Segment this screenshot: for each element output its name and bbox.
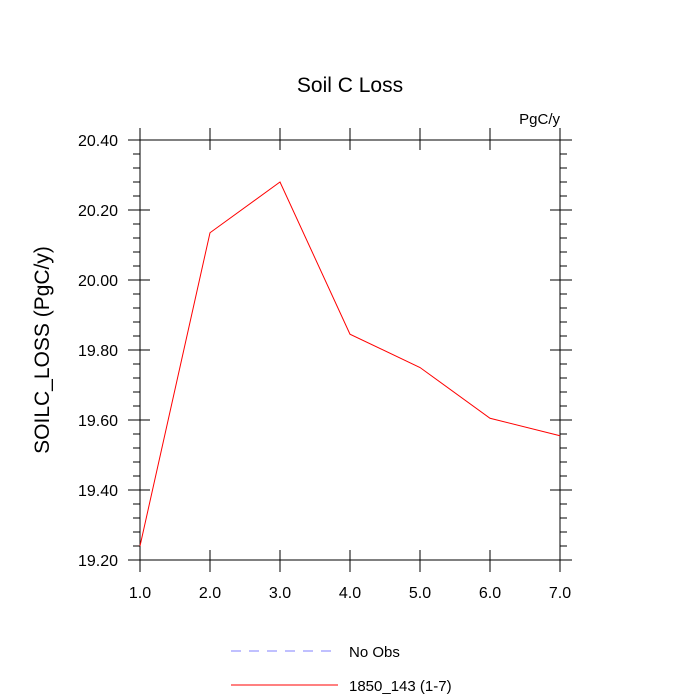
- y-tick-label: 19.60: [78, 413, 118, 430]
- chart-title: Soil C Loss: [297, 74, 403, 97]
- y-tick-label: 20.20: [78, 203, 118, 220]
- y-tick-label: 20.00: [78, 273, 118, 290]
- series-line-1850-143-1-7-: [139, 181, 561, 547]
- y-tick-label: 20.40: [78, 133, 118, 150]
- y-tick-label: 19.40: [78, 483, 118, 500]
- x-tick-label: 3.0: [269, 585, 291, 602]
- x-tick-label: 2.0: [199, 585, 221, 602]
- x-tick-label: 7.0: [549, 585, 571, 602]
- x-tick-label: 4.0: [339, 585, 361, 602]
- x-tick-label: 1.0: [129, 585, 151, 602]
- y-tick-label: 19.80: [78, 343, 118, 360]
- y-tick-label: 19.20: [78, 553, 118, 570]
- x-tick-label: 6.0: [479, 585, 501, 602]
- legend-label: 1850_143 (1-7): [349, 678, 452, 695]
- x-tick-label: 5.0: [409, 585, 431, 602]
- y-axis-label: SOILC_LOSS (PgC/y): [31, 246, 54, 454]
- units-label: PgC/y: [519, 111, 560, 128]
- legend-label: No Obs: [349, 644, 400, 661]
- plot-frame: [139, 139, 561, 561]
